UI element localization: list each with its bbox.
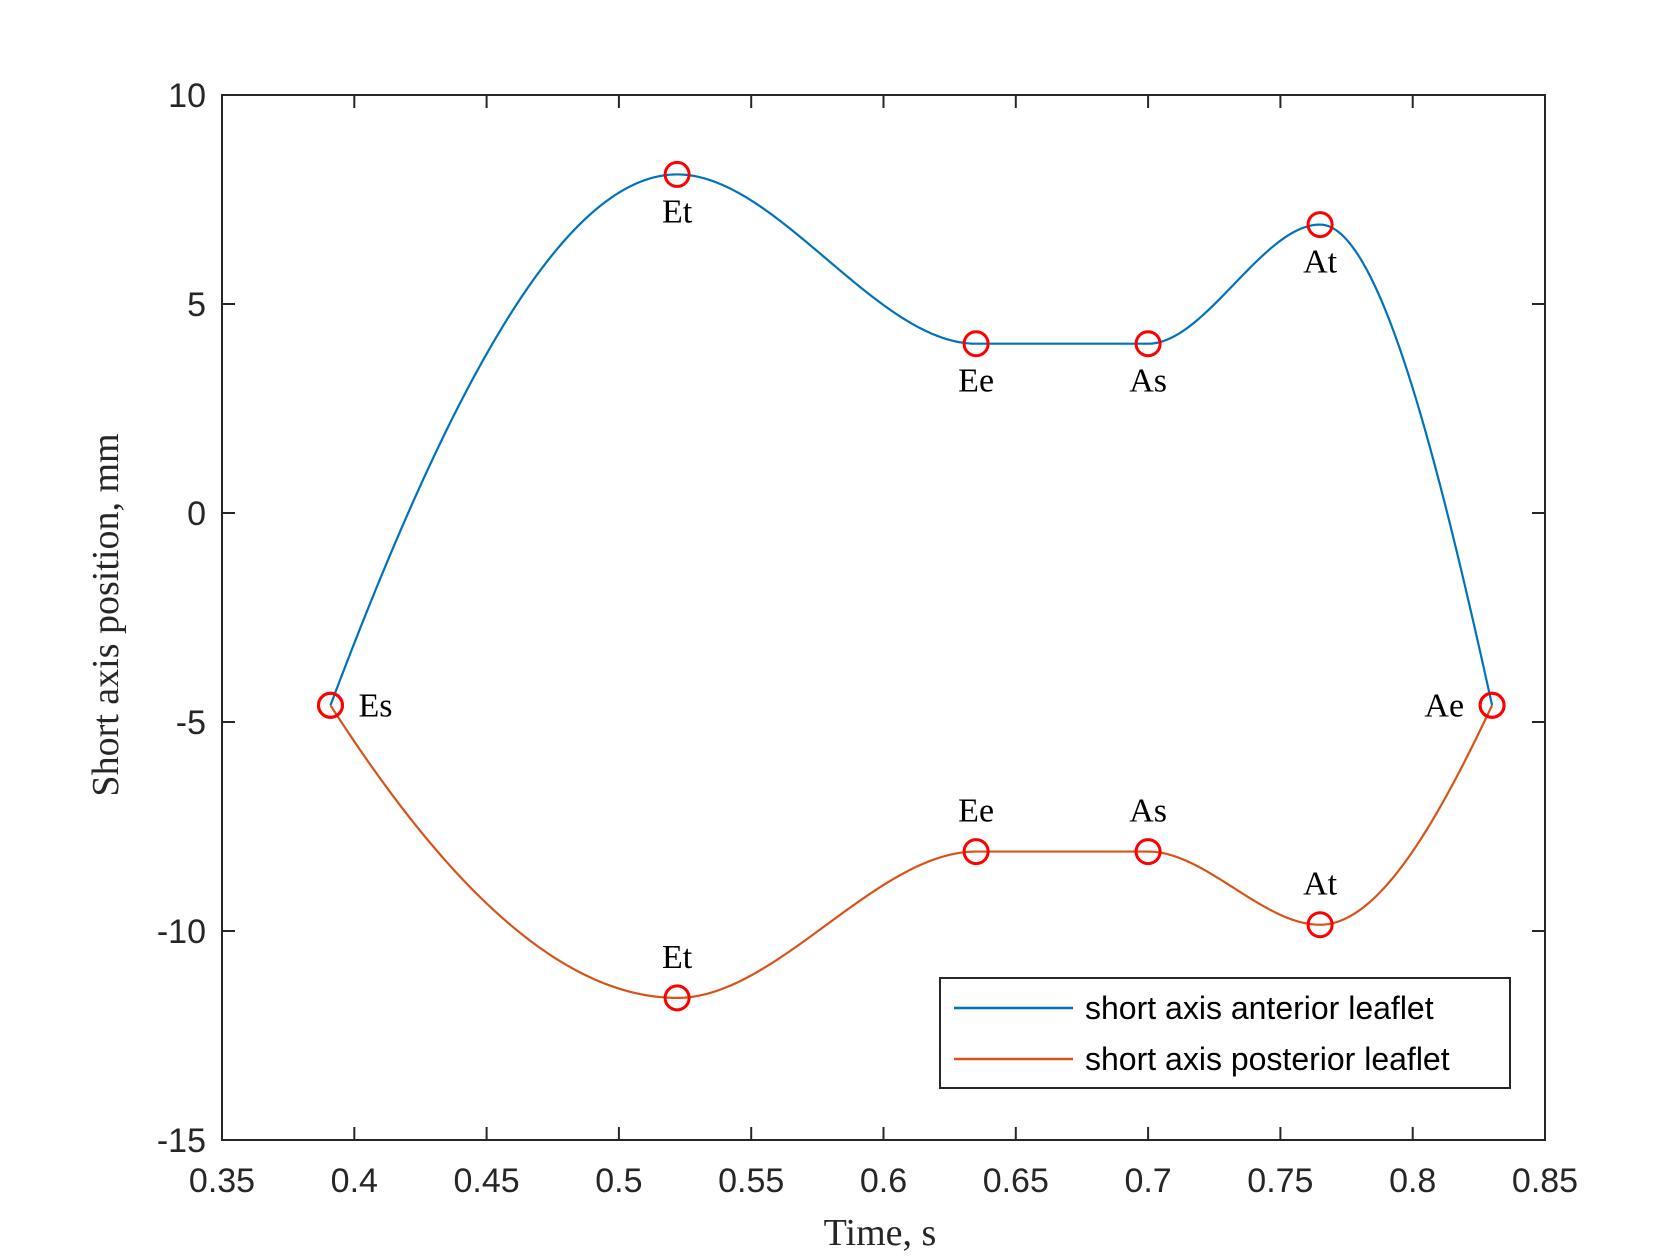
x-tick-label: 0.8 (1389, 1162, 1436, 1200)
point-label-et: Et (662, 939, 693, 976)
legend-label-2: short axis posterior leaflet (1085, 1041, 1450, 1077)
x-tick-label: 0.75 (1247, 1162, 1313, 1200)
series-line-1 (329, 173, 1494, 706)
axes (221, 94, 1546, 1141)
plot-area (222, 95, 1545, 1140)
data-point-marker (663, 160, 691, 188)
point-label-as: As (1129, 363, 1167, 400)
y-tick-label: -10 (157, 913, 206, 951)
legend: short axis anterior leaflet short axis po… (939, 977, 1511, 1089)
point-label-at: At (1303, 244, 1338, 281)
y-tick-label: -15 (157, 1122, 206, 1160)
x-tick-label: 0.7 (1124, 1162, 1171, 1200)
data-point-marker (1134, 330, 1162, 358)
x-tick-label: 0.6 (860, 1162, 907, 1200)
x-tick-label: 0.85 (1512, 1162, 1578, 1200)
y-axis-title: Short axis position, mm (85, 433, 127, 796)
point-label-es: Es (358, 687, 392, 724)
point-label-ae: Ae (1424, 687, 1464, 724)
data-point-marker (316, 691, 344, 719)
point-label-ee: Ee (958, 793, 994, 830)
x-tick-label: 0.4 (331, 1162, 378, 1200)
legend-label-1: short axis anterior leaflet (1085, 990, 1434, 1026)
x-axis-title: Time, s (824, 1212, 937, 1254)
data-point-marker (1306, 211, 1334, 239)
legend-box (939, 977, 1511, 1089)
data-point-marker (1478, 691, 1506, 719)
y-tick-label: 0 (187, 495, 206, 533)
plot-background (222, 95, 1545, 1140)
point-label-et: Et (662, 193, 693, 230)
data-markers (316, 160, 1506, 1012)
data-point-marker (1134, 838, 1162, 866)
point-labels: Es Et Ee As At Ae Et Ee As At (358, 193, 1464, 975)
x-tick-label: 0.35 (189, 1162, 255, 1200)
data-curves (329, 173, 1494, 999)
data-point-marker (962, 838, 990, 866)
y-tick-label: 5 (187, 286, 206, 324)
series-line-2 (329, 704, 1494, 999)
y-tick-label: -5 (176, 704, 206, 742)
x-tick-label: 0.5 (595, 1162, 642, 1200)
point-label-as: As (1129, 793, 1167, 830)
tick-labels: 0.35 0.4 0.45 0.5 0.55 0.6 0.65 0.7 0.75 0.8 0.85 -… (157, 77, 1578, 1200)
data-point-marker (1306, 911, 1334, 939)
x-tick-label: 0.65 (983, 1162, 1049, 1200)
x-tick-label: 0.45 (454, 1162, 520, 1200)
data-point-marker (962, 330, 990, 358)
point-label-at: At (1303, 866, 1338, 903)
point-label-ee: Ee (958, 363, 994, 400)
data-point-marker (663, 984, 691, 1012)
x-tick-label: 0.55 (718, 1162, 784, 1200)
y-tick-label: 10 (168, 77, 206, 115)
